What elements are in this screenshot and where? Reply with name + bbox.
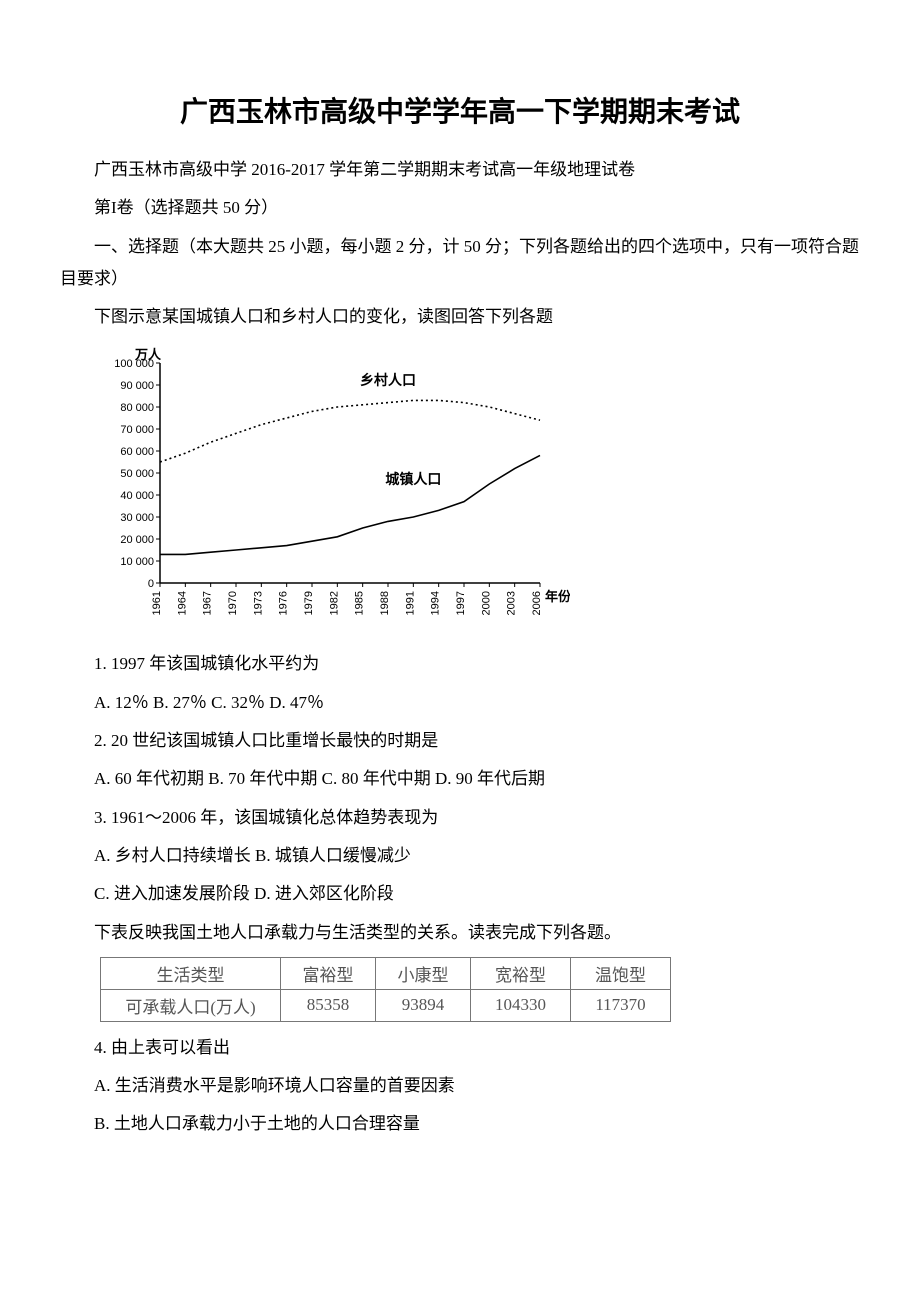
table-cell: 85358 [281,989,376,1021]
section-header: 第I卷（选择题共 50 分） [60,192,860,224]
table-intro: 下表反映我国土地人口承载力与生活类型的关系。读表完成下列各题。 [60,917,860,949]
q1-options: A. 12％ B. 27％ C. 32％ D. 47％ [60,687,860,719]
svg-text:1964: 1964 [176,591,188,615]
table-cell: 117370 [571,989,671,1021]
svg-text:2000: 2000 [480,591,492,615]
q3-options-b: C. 进入加速发展阶段 D. 进入郊区化阶段 [60,878,860,910]
svg-text:2003: 2003 [506,591,518,615]
svg-text:10 000: 10 000 [120,556,154,568]
table-header-cell: 生活类型 [101,957,281,989]
svg-text:20 000: 20 000 [120,534,154,546]
svg-text:1994: 1994 [430,591,442,615]
table-header-cell: 温饱型 [571,957,671,989]
svg-text:30 000: 30 000 [120,512,154,524]
q2-options: A. 60 年代初期 B. 70 年代中期 C. 80 年代中期 D. 90 年… [60,763,860,795]
svg-text:1979: 1979 [303,591,315,615]
page-title: 广西玉林市高级中学学年高一下学期期末考试 [60,90,860,130]
svg-text:1985: 1985 [354,591,366,615]
svg-text:50 000: 50 000 [120,468,154,480]
capacity-table-wrap: 生活类型富裕型小康型宽裕型温饱型可承载人口(万人)853589389410433… [100,957,860,1022]
table-header-cell: 宽裕型 [471,957,571,989]
svg-text:2006: 2006 [531,591,543,615]
q1-stem: 1. 1997 年该国城镇化水平约为 [60,648,860,680]
svg-text:1991: 1991 [404,591,416,615]
svg-text:90 000: 90 000 [120,380,154,392]
svg-text:1970: 1970 [227,591,239,615]
svg-text:城镇人口: 城镇人口 [385,471,441,488]
q4-stem: 4. 由上表可以看出 [60,1032,860,1064]
svg-text:1967: 1967 [202,591,214,615]
q2-stem: 2. 20 世纪该国城镇人口比重增长最快的时期是 [60,725,860,757]
q4-option-b: B. 土地人口承载力小于土地的人口合理容量 [60,1108,860,1140]
svg-text:1988: 1988 [379,591,391,615]
subtitle-line: 广西玉林市高级中学 2016-2017 学年第二学期期末考试高一年级地理试卷 [60,154,860,186]
svg-text:80 000: 80 000 [120,402,154,414]
q4-option-a: A. 生活消费水平是影响环境人口容量的首要因素 [60,1070,860,1102]
population-chart: 0 10 000 20 000 30 000 40 000 50 000 60 000 70 … [100,343,860,638]
svg-text:1976: 1976 [278,591,290,615]
table-cell: 104330 [471,989,571,1021]
svg-text:万人: 万人 [134,347,162,362]
q3-options-a: A. 乡村人口持续增长 B. 城镇人口缓慢减少 [60,840,860,872]
table-cell: 93894 [376,989,471,1021]
chart-intro: 下图示意某国城镇人口和乡村人口的变化，读图回答下列各题 [60,301,860,333]
svg-text:年份: 年份 [545,589,570,604]
svg-text:1997: 1997 [455,591,467,615]
table-cell: 可承载人口(万人) [101,989,281,1021]
svg-text:40 000: 40 000 [120,490,154,502]
svg-text:1973: 1973 [252,591,264,615]
svg-text:乡村人口: 乡村人口 [360,372,416,389]
svg-text:1982: 1982 [328,591,340,615]
svg-text:60 000: 60 000 [120,446,154,458]
table-header-cell: 富裕型 [281,957,376,989]
svg-text:0: 0 [148,578,154,590]
svg-text:1961: 1961 [151,591,163,615]
q3-stem: 3. 1961～2006 年，该国城镇化总体趋势表现为 [60,802,860,834]
population-chart-svg: 0 10 000 20 000 30 000 40 000 50 000 60 000 70 … [100,343,570,633]
capacity-table: 生活类型富裕型小康型宽裕型温饱型可承载人口(万人)853589389410433… [100,957,671,1022]
table-header-cell: 小康型 [376,957,471,989]
svg-text:70 000: 70 000 [120,424,154,436]
instructions: 一、选择题（本大题共 25 小题，每小题 2 分，计 50 分；下列各题给出的四… [60,231,860,296]
